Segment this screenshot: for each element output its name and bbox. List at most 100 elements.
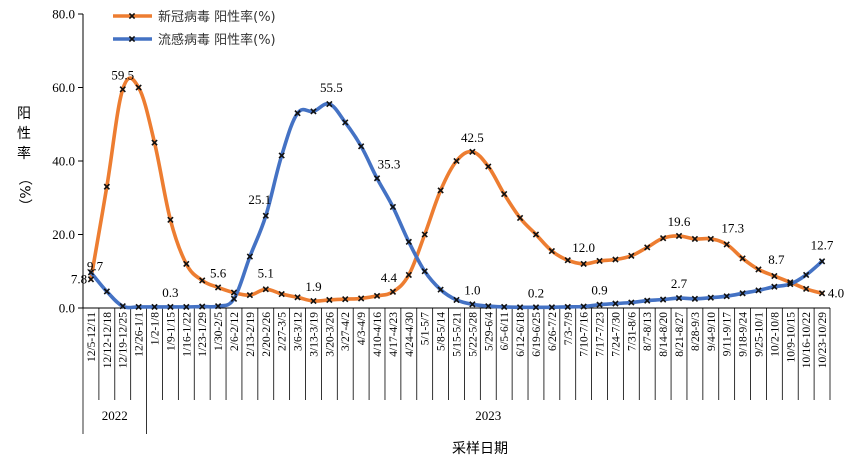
marker-stroke <box>596 257 603 265</box>
x-tick-label: 9/4-9/10 <box>706 312 718 351</box>
marker-stroke <box>326 100 333 108</box>
data-point-marker <box>516 214 524 222</box>
data-label: 7.8 <box>71 271 87 286</box>
legend-marker <box>128 35 136 43</box>
x-tick-label: 6/5-6/11 <box>499 312 511 351</box>
marker-stroke <box>246 253 254 260</box>
data-point-marker <box>135 84 142 91</box>
data-point-marker <box>262 212 269 219</box>
data-point-marker <box>167 216 174 223</box>
data-point-marker <box>644 297 651 304</box>
data-label-layer: 7.8 59.5 5.6 5.1 1.9 4.4 42.5 12.0 19.6 17.3 8.7 4.… <box>71 67 844 300</box>
marker-stroke <box>389 203 397 211</box>
marker-stroke <box>644 244 651 251</box>
y-axis-title-unit: （%） <box>16 171 32 212</box>
data-point-marker <box>294 110 301 117</box>
data-point-marker <box>691 295 699 302</box>
data-label: 1.9 <box>305 279 321 294</box>
x-tick-label: 3/20-3/26 <box>324 312 336 357</box>
marker-stroke <box>342 119 349 126</box>
marker-stroke <box>294 294 301 301</box>
data-point-marker <box>87 276 95 283</box>
series-line-2 <box>89 101 824 310</box>
x-tick-label: 4/10-4/16 <box>372 312 384 357</box>
x-tick-label: 4/24-4/30 <box>404 312 416 357</box>
x-tick-label: 5/15-5/21 <box>452 312 464 357</box>
marker-stroke <box>691 295 699 302</box>
x-axis: 12/5-12/11 12/12-12/18 12/19-12/25 12/26-1/… <box>82 307 831 434</box>
data-point-marker <box>755 287 762 294</box>
marker-stroke <box>167 216 174 223</box>
data-label: 4.4 <box>381 270 398 285</box>
x-tick-label: 5/1-5/7 <box>420 312 432 345</box>
data-label: 12.0 <box>572 240 595 255</box>
x-tick-label: 10/23-10/29 <box>817 312 829 368</box>
data-point-marker <box>453 296 460 304</box>
x-tick-label: 6/12-6/18 <box>515 312 527 357</box>
x-tick-label: 1/23-1/29 <box>197 312 209 357</box>
data-label: 25.1 <box>248 192 271 207</box>
series-line-1 <box>89 76 824 303</box>
marker-stroke <box>310 108 317 115</box>
marker-stroke <box>357 295 365 302</box>
x-tick-label: 7/31-8/6 <box>626 312 638 351</box>
data-point-marker <box>628 252 635 259</box>
legend: 新冠病毒 阳性率(%) 流感病毒 阳性率(%) <box>113 9 276 48</box>
marker-stroke <box>437 286 444 293</box>
data-point-marker <box>564 257 571 264</box>
y-tick-label: 40.0 <box>52 154 75 169</box>
data-point-marker <box>246 253 254 260</box>
data-point-marker <box>421 231 428 238</box>
marker-stroke <box>469 148 476 155</box>
data-point-marker <box>183 303 190 311</box>
x-tick-label: 2/13-2/19 <box>245 312 257 357</box>
data-point-marker <box>707 294 714 301</box>
data-label: 8.7 <box>768 252 785 267</box>
marker-stroke <box>516 304 524 311</box>
x-tick-label: 8/28-9/3 <box>690 312 702 351</box>
data-point-marker <box>453 157 460 165</box>
x-tick-label: 7/3-7/9 <box>563 312 575 345</box>
data-point-marker <box>723 293 730 300</box>
data-point-marker <box>739 255 746 262</box>
y-axis-title-char: 率 <box>17 145 31 162</box>
data-point-marker <box>326 100 333 108</box>
data-point-marker <box>167 303 174 311</box>
marker-stroke <box>453 296 460 304</box>
marker-stroke <box>771 283 778 290</box>
data-label: 9.7 <box>87 258 104 273</box>
data-point-marker <box>103 288 111 295</box>
marker-stroke <box>723 241 730 248</box>
x-tick-label: 2/20-2/26 <box>261 312 273 357</box>
marker-stroke <box>373 175 381 182</box>
marker-stroke <box>580 260 587 268</box>
data-point-marker <box>485 163 492 170</box>
x-tick-label: 6/19-6/25 <box>531 312 543 357</box>
data-point-marker <box>787 280 794 288</box>
legend-label-1: 新冠病毒 阳性率(%) <box>158 9 276 25</box>
marker-stroke <box>612 300 619 307</box>
marker-stroke <box>612 256 619 263</box>
marker-stroke <box>294 110 301 117</box>
marker-stroke <box>262 286 269 293</box>
x-axis-title: 采样日期 <box>452 441 508 457</box>
marker-stroke <box>405 238 412 246</box>
x-tick-label: 12/12-12/18 <box>102 312 114 368</box>
y-axis-title-char: 性 <box>17 126 31 142</box>
data-point-marker <box>151 139 158 146</box>
data-point-marker <box>437 286 444 293</box>
data-point-marker <box>532 304 540 311</box>
data-point-marker <box>675 232 683 240</box>
y-tick-label: 60.0 <box>52 80 75 95</box>
marker-stroke <box>342 296 349 303</box>
data-point-marker <box>564 303 571 311</box>
data-label: 42.5 <box>461 130 484 145</box>
x-tick-label: 10/16-10/22 <box>801 312 813 368</box>
marker-stroke <box>580 303 587 310</box>
marker-stroke <box>659 296 667 303</box>
marker-stroke <box>628 252 635 259</box>
data-point-marker <box>310 108 317 115</box>
x-tick-label: 9/18-9/24 <box>738 312 750 357</box>
data-point-marker <box>183 260 190 268</box>
data-point-marker <box>818 290 826 297</box>
